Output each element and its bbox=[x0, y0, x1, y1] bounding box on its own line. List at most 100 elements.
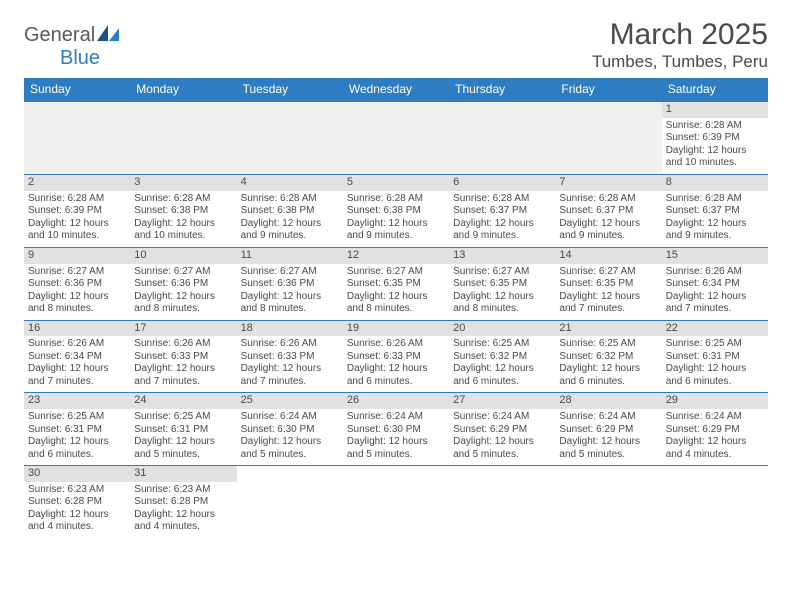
cell-body: Sunrise: 6:26 AMSunset: 6:34 PMDaylight:… bbox=[662, 264, 768, 320]
logo: GeneralBlue bbox=[24, 24, 119, 70]
month-title: March 2025 bbox=[592, 18, 768, 52]
cell-body: Sunrise: 6:26 AMSunset: 6:33 PMDaylight:… bbox=[237, 336, 343, 392]
sunset-text: Sunset: 6:37 PM bbox=[666, 205, 764, 218]
day-number: 23 bbox=[24, 393, 130, 409]
calendar-cell bbox=[449, 102, 555, 174]
daylight-text: Daylight: 12 hours and 7 minutes. bbox=[559, 291, 657, 316]
weeks-container: 1Sunrise: 6:28 AMSunset: 6:39 PMDaylight… bbox=[24, 102, 768, 538]
sunrise-text: Sunrise: 6:24 AM bbox=[559, 411, 657, 424]
sunrise-text: Sunrise: 6:28 AM bbox=[666, 120, 764, 133]
calendar-week: 9Sunrise: 6:27 AMSunset: 6:36 PMDaylight… bbox=[24, 248, 768, 321]
sunset-text: Sunset: 6:37 PM bbox=[453, 205, 551, 218]
daylight-text: Daylight: 12 hours and 4 minutes. bbox=[666, 436, 764, 461]
sunrise-text: Sunrise: 6:26 AM bbox=[134, 338, 232, 351]
sunset-text: Sunset: 6:35 PM bbox=[347, 278, 445, 291]
sunrise-text: Sunrise: 6:24 AM bbox=[453, 411, 551, 424]
logo-text-blue: Blue bbox=[60, 47, 100, 69]
daylight-text: Daylight: 12 hours and 5 minutes. bbox=[559, 436, 657, 461]
cell-body: Sunrise: 6:27 AMSunset: 6:36 PMDaylight:… bbox=[130, 264, 236, 320]
sunrise-text: Sunrise: 6:24 AM bbox=[241, 411, 339, 424]
sunset-text: Sunset: 6:29 PM bbox=[453, 424, 551, 437]
calendar-cell: 9Sunrise: 6:27 AMSunset: 6:36 PMDaylight… bbox=[24, 248, 130, 320]
sunset-text: Sunset: 6:33 PM bbox=[134, 351, 232, 364]
sunrise-text: Sunrise: 6:28 AM bbox=[28, 193, 126, 206]
sunrise-text: Sunrise: 6:27 AM bbox=[453, 266, 551, 279]
daylight-text: Daylight: 12 hours and 5 minutes. bbox=[241, 436, 339, 461]
calendar-cell: 5Sunrise: 6:28 AMSunset: 6:38 PMDaylight… bbox=[343, 175, 449, 247]
sunset-text: Sunset: 6:36 PM bbox=[134, 278, 232, 291]
calendar-cell bbox=[555, 466, 661, 538]
day-number: 4 bbox=[237, 175, 343, 191]
sunrise-text: Sunrise: 6:28 AM bbox=[453, 193, 551, 206]
day-number: 5 bbox=[343, 175, 449, 191]
header: GeneralBlue March 2025 Tumbes, Tumbes, P… bbox=[24, 18, 768, 72]
cell-body: Sunrise: 6:24 AMSunset: 6:29 PMDaylight:… bbox=[555, 409, 661, 465]
logo-text-general: General bbox=[24, 24, 95, 46]
day-number: 27 bbox=[449, 393, 555, 409]
day-number: 17 bbox=[130, 321, 236, 337]
day-number: 25 bbox=[237, 393, 343, 409]
sunrise-text: Sunrise: 6:24 AM bbox=[347, 411, 445, 424]
cell-body: Sunrise: 6:24 AMSunset: 6:30 PMDaylight:… bbox=[237, 409, 343, 465]
sunrise-text: Sunrise: 6:26 AM bbox=[28, 338, 126, 351]
calendar-week: 23 Sunrise: 6:25 AM Sunset: 6:31 PM Dayligh… bbox=[24, 393, 768, 466]
calendar-cell: 20Sunrise: 6:25 AMSunset: 6:32 PMDayligh… bbox=[449, 321, 555, 393]
weekday-header: Sunday bbox=[24, 78, 130, 102]
daylight-text: Daylight: 12 hours and 7 minutes. bbox=[666, 291, 764, 316]
calendar-week: 1Sunrise: 6:28 AMSunset: 6:39 PMDaylight… bbox=[24, 102, 768, 175]
sunset-text: Sunset: 6:39 PM bbox=[666, 132, 764, 145]
sunset-text: Sunset: 6:38 PM bbox=[134, 205, 232, 218]
daylight-text: Daylight: 12 hours and 9 minutes. bbox=[453, 218, 551, 243]
cell-body: Sunrise: 6:27 AMSunset: 6:35 PMDaylight:… bbox=[555, 264, 661, 320]
daylight-text: Daylight: 12 hours and 8 minutes. bbox=[347, 291, 445, 316]
day-number: 21 bbox=[555, 321, 661, 337]
day-number: 9 bbox=[24, 248, 130, 264]
daylight-text: Daylight: 12 hours and 10 minutes. bbox=[134, 218, 232, 243]
daylight-text: Daylight: 12 hours and 5 minutes. bbox=[453, 436, 551, 461]
sunset-text: Sunset: 6:31 PM bbox=[28, 424, 126, 437]
calendar-cell: 1Sunrise: 6:28 AMSunset: 6:39 PMDaylight… bbox=[662, 102, 768, 174]
calendar-cell: 10Sunrise: 6:27 AMSunset: 6:36 PMDayligh… bbox=[130, 248, 236, 320]
cell-body: Sunrise: 6:27 AMSunset: 6:35 PMDaylight:… bbox=[343, 264, 449, 320]
weekday-header: Thursday bbox=[449, 78, 555, 102]
cell-body: Sunrise: 6:24 AMSunset: 6:29 PMDaylight:… bbox=[449, 409, 555, 465]
day-number: 1 bbox=[662, 102, 768, 118]
cell-body: Sunrise: 6:28 AMSunset: 6:37 PMDaylight:… bbox=[449, 191, 555, 247]
sunset-text: Sunset: 6:39 PM bbox=[28, 205, 126, 218]
calendar-cell: 17Sunrise: 6:26 AMSunset: 6:33 PMDayligh… bbox=[130, 321, 236, 393]
calendar-week: 2Sunrise: 6:28 AMSunset: 6:39 PMDaylight… bbox=[24, 175, 768, 248]
cell-body: Sunrise: 6:28 AMSunset: 6:38 PMDaylight:… bbox=[343, 191, 449, 247]
sunrise-text: Sunrise: 6:27 AM bbox=[28, 266, 126, 279]
calendar-cell: 8Sunrise: 6:28 AMSunset: 6:37 PMDaylight… bbox=[662, 175, 768, 247]
sunrise-text: Sunrise: 6:25 AM bbox=[134, 411, 232, 424]
daylight-text: Daylight: 12 hours and 6 minutes. bbox=[559, 363, 657, 388]
daylight-text: Daylight: 12 hours and 7 minutes. bbox=[28, 363, 126, 388]
daylight-text: Daylight: 12 hours and 8 minutes. bbox=[28, 291, 126, 316]
calendar-cell: 16Sunrise: 6:26 AMSunset: 6:34 PMDayligh… bbox=[24, 321, 130, 393]
daylight-text: Daylight: 12 hours and 6 minutes. bbox=[666, 363, 764, 388]
sail-icon bbox=[97, 24, 119, 40]
calendar-cell: 19Sunrise: 6:26 AMSunset: 6:33 PMDayligh… bbox=[343, 321, 449, 393]
day-number: 30 bbox=[24, 466, 130, 482]
logo-text: GeneralBlue bbox=[24, 24, 119, 70]
calendar-cell: 30Sunrise: 6:23 AMSunset: 6:28 PMDayligh… bbox=[24, 466, 130, 538]
calendar-cell: 23Sunrise: 6:25 AMSunset: 6:31 PMDayligh… bbox=[24, 393, 130, 465]
title-block: March 2025 Tumbes, Tumbes, Peru bbox=[592, 18, 768, 72]
sunset-text: Sunset: 6:28 PM bbox=[28, 496, 126, 509]
sunrise-text: Sunrise: 6:26 AM bbox=[347, 338, 445, 351]
daylight-text: Daylight: 12 hours and 9 minutes. bbox=[241, 218, 339, 243]
calendar-cell: 13Sunrise: 6:27 AMSunset: 6:35 PMDayligh… bbox=[449, 248, 555, 320]
daylight-text: Daylight: 12 hours and 6 minutes. bbox=[453, 363, 551, 388]
cell-body: Sunrise: 6:28 AMSunset: 6:39 PMDaylight:… bbox=[662, 118, 768, 174]
cell-body: Sunrise: 6:25 AMSunset: 6:31 PMDaylight:… bbox=[662, 336, 768, 392]
sunset-text: Sunset: 6:37 PM bbox=[559, 205, 657, 218]
calendar-cell: 26Sunrise: 6:24 AMSunset: 6:30 PMDayligh… bbox=[343, 393, 449, 465]
sunset-text: Sunset: 6:30 PM bbox=[241, 424, 339, 437]
day-number: 14 bbox=[555, 248, 661, 264]
cell-body: Sunrise: 6:28 AMSunset: 6:37 PMDaylight:… bbox=[555, 191, 661, 247]
daylight-text: Daylight: 12 hours and 9 minutes. bbox=[666, 218, 764, 243]
calendar-cell: 4Sunrise: 6:28 AMSunset: 6:38 PMDaylight… bbox=[237, 175, 343, 247]
daylight-text: Daylight: 12 hours and 5 minutes. bbox=[134, 436, 232, 461]
calendar-cell bbox=[24, 102, 130, 174]
weekday-header: Friday bbox=[555, 78, 661, 102]
